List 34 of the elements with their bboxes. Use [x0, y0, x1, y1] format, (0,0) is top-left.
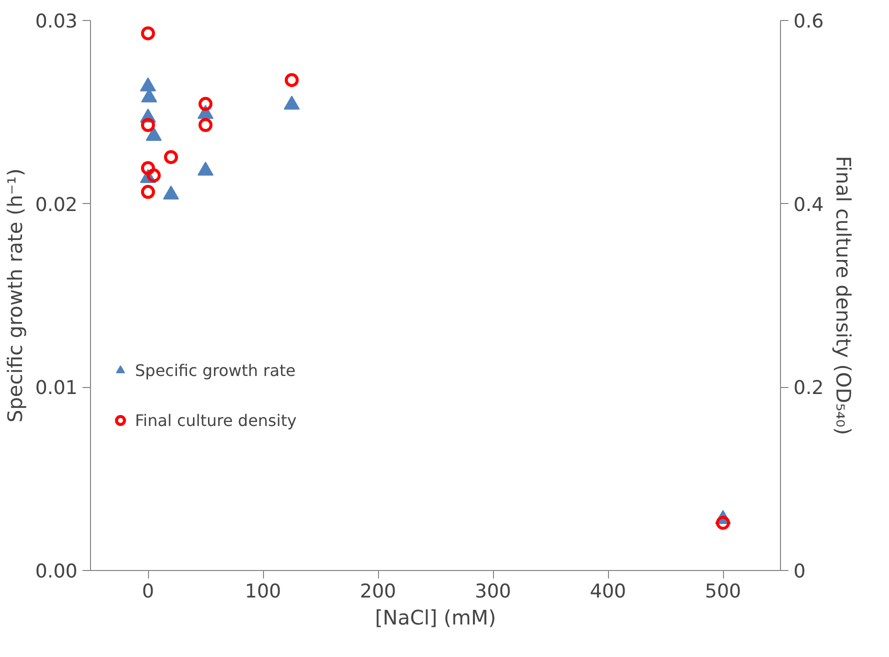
y-tick-label: 0.00 [35, 560, 78, 582]
y2-axis-title: Final culture density (OD₅₄₀) [832, 156, 856, 436]
x-axis-title: [NaCl] (mM) [374, 606, 496, 630]
point [284, 96, 300, 110]
point [716, 516, 730, 530]
point [284, 73, 299, 88]
y2-tick-label: 0.2 [794, 377, 824, 400]
point [141, 26, 155, 40]
x-tick-label: 200 [360, 580, 396, 602]
y-tick-label: 0.02 [35, 194, 78, 216]
x-tick-label: 0 [142, 580, 154, 602]
x-tick-label: 300 [474, 580, 512, 602]
point [141, 118, 155, 132]
x-tick-label: 400 [590, 580, 626, 602]
point [198, 96, 212, 111]
point [198, 162, 214, 176]
y-tick-label: 0.01 [35, 377, 78, 400]
point [164, 150, 178, 164]
point [163, 186, 179, 200]
y2-tick-label: 0.6 [794, 10, 824, 32]
point [140, 77, 156, 92]
y-axis-title: Specific growth rate (h⁻¹) [3, 168, 28, 422]
y2-tick-label: 0.4 [794, 194, 824, 216]
point [141, 184, 155, 199]
legend-label: Final culture density [135, 410, 297, 430]
x-tick-label: 100 [244, 580, 282, 602]
point [141, 161, 155, 176]
x-tick-label: 500 [704, 580, 742, 602]
point [146, 168, 161, 182]
point [198, 118, 212, 132]
y2-tick-label: 0 [794, 560, 806, 582]
point [146, 126, 162, 141]
y-tick-label: 0.03 [35, 10, 78, 32]
legend-label: Specific growth rate [135, 360, 296, 380]
